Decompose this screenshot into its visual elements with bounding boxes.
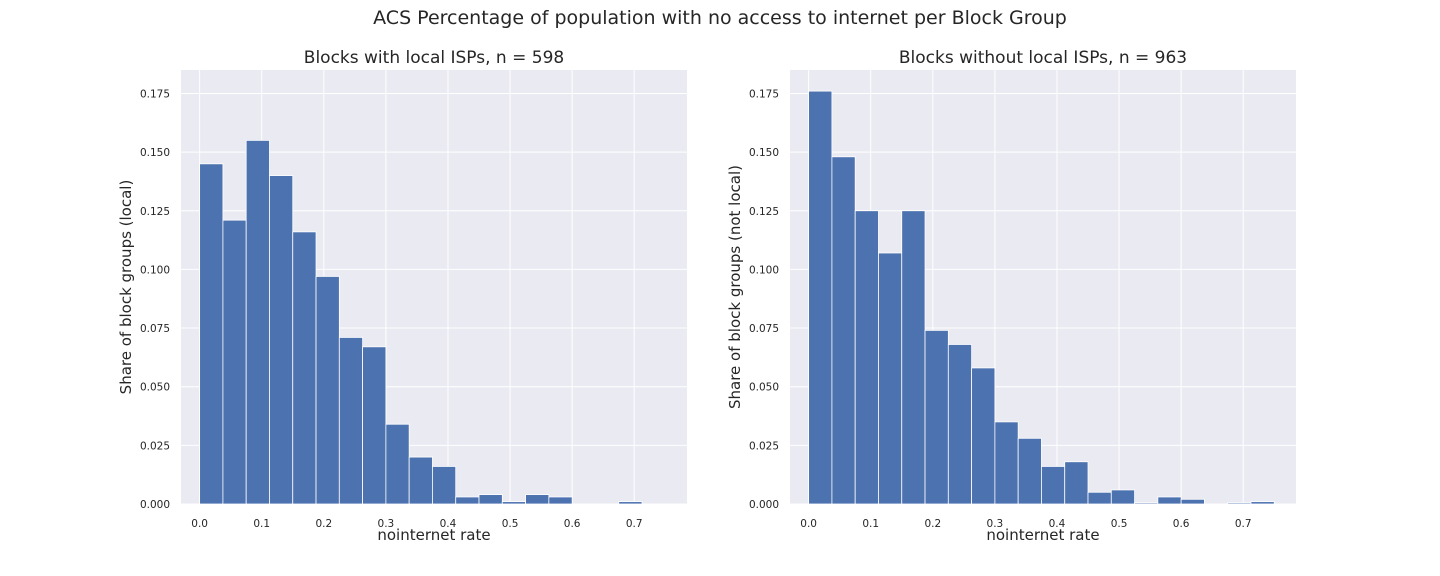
y-tick-label: 0.150	[140, 147, 170, 159]
histogram-bar	[1134, 502, 1159, 505]
x-tick-label: 0.3	[987, 518, 1004, 530]
histogram-bar	[947, 344, 973, 505]
histogram-bar	[901, 210, 926, 505]
histogram-bar	[222, 219, 247, 505]
y-tick-label: 0.125	[140, 206, 170, 218]
x-tick-label: 0.1	[862, 518, 879, 530]
x-tick-label: 0.5	[502, 518, 519, 530]
histogram-bar	[501, 501, 526, 505]
y-tick-label: 0.175	[140, 88, 170, 100]
x-tick-label: 0.2	[924, 518, 941, 530]
subplot-title: Blocks with local ISPs, n = 598	[304, 48, 564, 68]
histogram-bar	[548, 496, 573, 505]
y-tick-label: 0.075	[749, 323, 779, 335]
x-tick-label: 0.0	[191, 518, 208, 530]
histogram-bar	[878, 252, 903, 505]
y-tick-label: 0.025	[749, 440, 779, 452]
x-tick-label: 0.3	[378, 518, 395, 530]
histogram-bar	[245, 139, 270, 505]
x-tick-label: 0.0	[800, 518, 817, 530]
histogram-bar	[432, 466, 457, 505]
y-tick-label: 0.125	[749, 206, 779, 218]
y-tick-label: 0.050	[140, 382, 170, 394]
y-axis-label: Share of block groups (local)	[117, 180, 135, 395]
x-axis-label: nointernet rate	[377, 526, 490, 544]
y-tick-label: 0.050	[749, 382, 779, 394]
x-tick-label: 0.5	[1111, 518, 1128, 530]
histogram-bar	[1087, 491, 1112, 505]
histogram-bar	[994, 421, 1019, 505]
x-tick-label: 0.7	[626, 518, 643, 530]
histogram-bar	[1227, 502, 1252, 505]
x-tick-label: 0.6	[1173, 518, 1190, 530]
x-axis-label: nointernet rate	[986, 526, 1099, 544]
subplot-title: Blocks without local ISPs, n = 963	[899, 48, 1187, 68]
histogram-bar	[971, 367, 996, 505]
histogram-bar	[1110, 489, 1135, 505]
y-tick-label: 0.025	[140, 440, 170, 452]
histogram-bar	[924, 329, 949, 505]
histogram-bar	[1017, 437, 1042, 505]
x-tick-label: 0.4	[440, 518, 457, 530]
histogram-bar	[618, 501, 643, 505]
x-tick-label: 0.1	[253, 518, 270, 530]
histogram-bar	[831, 156, 856, 505]
figure-title: ACS Percentage of population with no acc…	[373, 7, 1067, 29]
histogram-bar	[854, 210, 879, 505]
histogram-bar	[1180, 498, 1205, 505]
y-tick-label: 0.000	[140, 499, 170, 511]
y-tick-label: 0.100	[140, 264, 170, 276]
histogram-bar	[1157, 496, 1182, 505]
y-tick-label: 0.075	[140, 323, 170, 335]
y-axis-label: Share of block groups (not local)	[726, 165, 744, 409]
x-tick-label: 0.6	[564, 518, 581, 530]
histogram-bar	[1041, 466, 1066, 505]
y-tick-label: 0.150	[749, 147, 779, 159]
subplot-2: 0.0 0.1 0.2 0.3 0.4 0.5 0.6 0.7 0.000 0.025 0.050 0…	[726, 48, 1296, 544]
histogram-bar	[478, 494, 503, 505]
x-tick-label: 0.2	[315, 518, 332, 530]
histogram-bar	[455, 496, 480, 505]
histogram-bar	[408, 456, 433, 505]
subplot-1: 0.0 0.1 0.2 0.3 0.4 0.5 0.6 0.7 0.000 0.025 0.050 0…	[117, 48, 687, 544]
histogram-bar	[385, 423, 410, 505]
y-tick-label: 0.100	[749, 264, 779, 276]
histogram-bar	[525, 494, 550, 505]
y-tick-label: 0.175	[749, 88, 779, 100]
histogram-bar	[315, 276, 340, 505]
x-tick-label: 0.7	[1235, 518, 1252, 530]
histogram-bar	[269, 175, 294, 505]
histogram-bar	[199, 163, 224, 505]
x-tick-label: 0.4	[1049, 518, 1066, 530]
histogram-bar	[362, 346, 387, 505]
histogram-bar	[338, 337, 364, 505]
y-tick-label: 0.000	[749, 499, 779, 511]
histogram-bar	[292, 231, 317, 505]
histogram-bar	[1064, 461, 1089, 505]
histogram-bar	[808, 90, 833, 505]
histogram-bar	[1250, 501, 1275, 505]
